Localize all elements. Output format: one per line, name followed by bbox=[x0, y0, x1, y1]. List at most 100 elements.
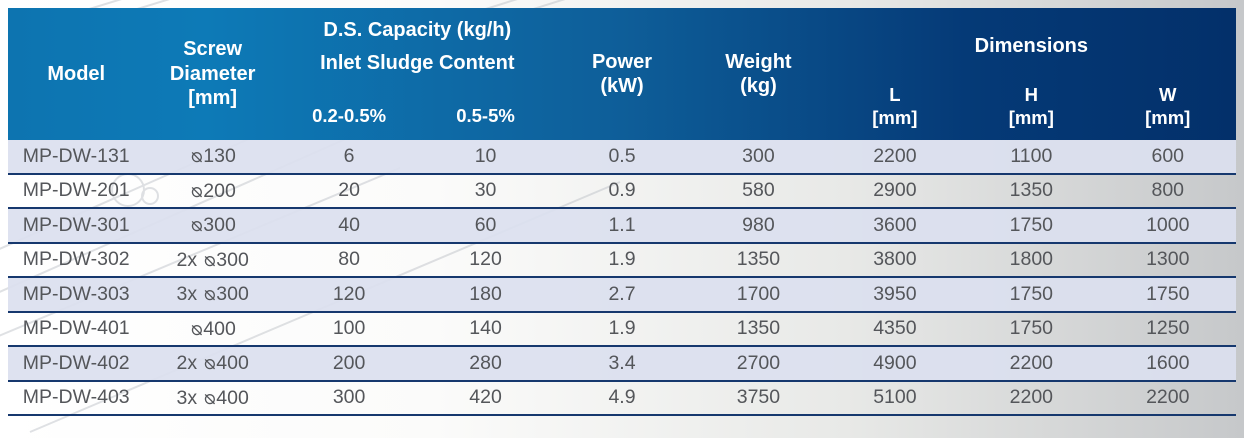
diameter-icon: ⌀ bbox=[203, 352, 216, 375]
length-cell: 3600 bbox=[873, 213, 917, 236]
column-header-capacity-low: 0.2-0.5% bbox=[312, 105, 387, 126]
capacity-low-cell: 120 bbox=[332, 282, 366, 305]
table-body: MP-DW-131 ⌀130 6 10 0.5 300 2200 1100 600 MP-DW-2… bbox=[8, 140, 1236, 416]
weight-cell: 1350 bbox=[736, 317, 781, 340]
power-cell: 1.9 bbox=[608, 317, 636, 340]
power-cell: 1.9 bbox=[608, 248, 636, 271]
power-cell: 1.1 bbox=[608, 213, 636, 236]
capacity-high-cell: 140 bbox=[469, 317, 502, 340]
diameter-icon: ⌀ bbox=[203, 283, 216, 306]
model-cell: MP-DW-302 bbox=[22, 248, 130, 271]
column-header-weight: Weight (kg) bbox=[690, 8, 826, 140]
capacity-low-cell: 20 bbox=[338, 179, 360, 202]
height-cell: 1350 bbox=[1009, 179, 1054, 202]
length-cell: 2900 bbox=[873, 179, 917, 202]
capacity-high-cell: 180 bbox=[469, 282, 502, 305]
screw-header-line2: Diameter bbox=[169, 62, 256, 85]
capacity-low-cell: 40 bbox=[338, 213, 360, 236]
column-header-height: H [mm] bbox=[963, 83, 1099, 129]
diameter-icon: ⌀ bbox=[190, 145, 203, 168]
table-row: MP-DW-403 3x ⌀400 300 420 4.9 3750 5100 2200 220… bbox=[8, 382, 1236, 416]
capacity-low-cell: 300 bbox=[332, 386, 366, 409]
column-group-dimensions: Dimensions L [mm] H [mm] W [mm] bbox=[827, 8, 1236, 140]
screw-header-line1: Screw bbox=[183, 38, 243, 61]
capacity-high-cell: 120 bbox=[469, 248, 502, 271]
height-letter: H bbox=[1024, 83, 1038, 105]
screw-diameter-cell: 3x ⌀300 bbox=[176, 283, 249, 306]
weight-cell: 1350 bbox=[736, 248, 781, 271]
power-cell: 2.7 bbox=[608, 282, 636, 305]
length-cell: 3950 bbox=[873, 282, 917, 305]
capacity-high-cell: 280 bbox=[469, 351, 502, 374]
ds-capacity-title: D.S. Capacity (kg/h) bbox=[323, 19, 512, 41]
weight-cell: 3750 bbox=[736, 386, 781, 409]
capacity-high-cell: 60 bbox=[474, 213, 497, 236]
capacity-high-cell: 10 bbox=[474, 144, 497, 167]
capacity-low-cell: 6 bbox=[343, 144, 355, 167]
table-row: MP-DW-201 ⌀200 20 30 0.9 580 2900 1350 800 bbox=[8, 175, 1236, 209]
power-cell: 0.9 bbox=[608, 179, 636, 202]
power-cell: 0.5 bbox=[608, 144, 636, 167]
screw-diameter-cell: ⌀400 bbox=[190, 317, 236, 340]
screw-diameter-cell: ⌀200 bbox=[190, 179, 236, 202]
height-cell: 1750 bbox=[1009, 317, 1054, 340]
length-cell: 4900 bbox=[873, 351, 917, 374]
model-cell: MP-DW-401 bbox=[22, 317, 130, 340]
width-cell: 1750 bbox=[1146, 282, 1190, 305]
model-cell: MP-DW-402 bbox=[22, 351, 130, 374]
model-cell: MP-DW-303 bbox=[22, 282, 130, 305]
model-cell: MP-DW-201 bbox=[22, 179, 130, 202]
table-row: MP-DW-402 2x ⌀400 200 280 3.4 2700 4900 2200 160… bbox=[8, 347, 1236, 382]
width-cell: 600 bbox=[1151, 144, 1185, 167]
column-header-screw-diameter: Screw Diameter [mm] bbox=[144, 8, 280, 140]
weight-cell: 1700 bbox=[736, 282, 781, 305]
weight-cell: 2700 bbox=[736, 351, 781, 374]
power-cell: 4.9 bbox=[608, 386, 636, 409]
weight-header-line2: (kg) bbox=[740, 75, 777, 97]
length-cell: 4350 bbox=[873, 317, 917, 340]
diameter-icon: ⌀ bbox=[190, 214, 203, 237]
power-header-line1: Power bbox=[591, 50, 652, 73]
capacity-high-cell: 420 bbox=[469, 386, 502, 409]
diameter-icon: ⌀ bbox=[203, 386, 216, 409]
weight-cell: 300 bbox=[742, 144, 775, 167]
table-header: Model Screw Diameter [mm] D.S. Capacity … bbox=[8, 8, 1236, 140]
model-header-label: Model bbox=[47, 62, 106, 85]
table-row: MP-DW-303 3x ⌀300 120 180 2.7 1700 3950 1750 175… bbox=[8, 278, 1236, 313]
height-cell: 2200 bbox=[1009, 351, 1054, 374]
screw-diameter-cell: 3x ⌀400 bbox=[176, 386, 249, 409]
capacity-low-cell: 200 bbox=[332, 351, 366, 374]
table-row: MP-DW-301 ⌀300 40 60 1.1 980 3600 1750 1000 bbox=[8, 209, 1236, 244]
inlet-sludge-subtitle: Inlet Sludge Content bbox=[320, 52, 515, 74]
column-header-length: L [mm] bbox=[827, 83, 963, 129]
column-header-model: Model bbox=[8, 8, 144, 140]
table-row: MP-DW-401 ⌀400 100 140 1.9 1350 4350 1750 1250 bbox=[8, 313, 1236, 347]
width-cell: 1300 bbox=[1146, 248, 1190, 271]
width-letter: W bbox=[1159, 83, 1177, 105]
screw-header-unit: [mm] bbox=[188, 87, 238, 110]
length-cell: 5100 bbox=[873, 386, 917, 409]
length-letter: L bbox=[889, 83, 901, 105]
weight-cell: 980 bbox=[742, 213, 775, 236]
ds-capacity-subheaders: 0.2-0.5% 0.5-5% bbox=[281, 105, 554, 127]
model-cell: MP-DW-403 bbox=[22, 386, 130, 409]
height-unit: [mm] bbox=[1008, 106, 1054, 128]
capacity-high-cell: 30 bbox=[474, 179, 497, 202]
screw-diameter-cell: ⌀130 bbox=[190, 145, 236, 168]
model-cell: MP-DW-131 bbox=[22, 144, 130, 167]
column-header-power: Power (kW) bbox=[554, 8, 690, 140]
screw-diameter-cell: 2x ⌀300 bbox=[176, 248, 249, 271]
weight-header-line1: Weight bbox=[725, 50, 792, 73]
weight-cell: 580 bbox=[742, 179, 775, 202]
model-cell: MP-DW-301 bbox=[22, 213, 130, 236]
dimensions-subheaders: L [mm] H [mm] W [mm] bbox=[827, 83, 1236, 129]
length-cell: 3800 bbox=[873, 248, 917, 271]
length-unit: [mm] bbox=[872, 106, 918, 128]
diameter-icon: ⌀ bbox=[190, 317, 203, 340]
screw-diameter-cell: 2x ⌀400 bbox=[176, 352, 249, 375]
capacity-low-cell: 100 bbox=[332, 317, 366, 340]
screw-diameter-cell: ⌀300 bbox=[190, 214, 236, 237]
table-row: MP-DW-131 ⌀130 6 10 0.5 300 2200 1100 600 bbox=[8, 140, 1236, 175]
column-header-capacity-high: 0.5-5% bbox=[456, 105, 515, 126]
height-cell: 1750 bbox=[1009, 282, 1054, 305]
